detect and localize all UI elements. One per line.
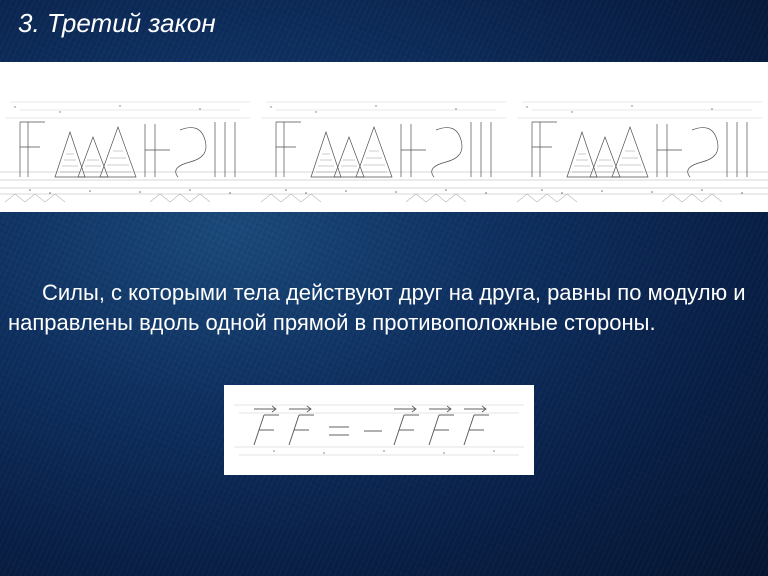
slide-title: 3. Третий закон <box>18 8 216 39</box>
formula-svg <box>224 385 534 475</box>
body-text: Силы, с которыми тела действуют друг на … <box>0 278 768 337</box>
illustration-band-svg <box>0 62 768 212</box>
body-text-content: Силы, с которыми тела действуют друг на … <box>8 280 746 335</box>
formula-box <box>224 385 534 475</box>
illustration-band <box>0 62 768 212</box>
